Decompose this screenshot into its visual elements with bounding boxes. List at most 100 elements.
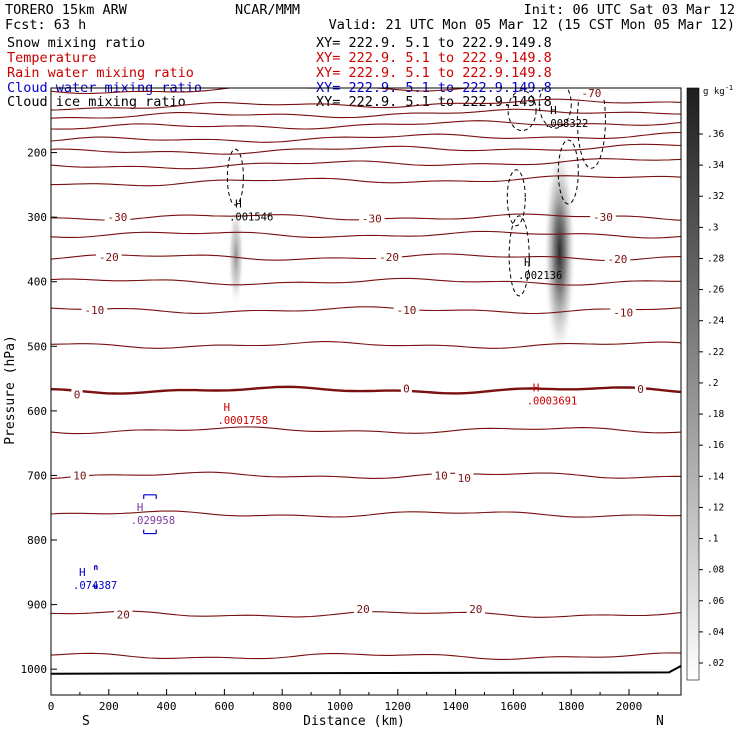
- colorbar-tick-label: .04: [707, 627, 724, 638]
- contour-label-bg: [634, 382, 647, 395]
- maximum-value: .074387: [73, 580, 117, 592]
- temperature-contour: [51, 143, 681, 155]
- legend-temperature-xy: XY= 222.9. 5.1 to 222.9.149.8: [316, 50, 552, 66]
- maximum-label: H: [79, 566, 86, 579]
- snow-plume-2: [543, 152, 576, 373]
- legend-snow-xy: XY= 222.9. 5.1 to 222.9.149.8: [316, 35, 552, 51]
- x-tick-label: 1600: [500, 700, 527, 713]
- y-tick-label: 900: [27, 599, 47, 612]
- colorbar-tick-label: .3: [707, 222, 718, 233]
- cloud-water-contour: [143, 494, 157, 535]
- maximum-label: H: [550, 104, 557, 117]
- x-tick-label: 0: [48, 700, 55, 713]
- legend-temperature: Temperature: [7, 50, 96, 66]
- temperature-contour: [51, 175, 681, 187]
- contour-label-bg: [95, 251, 122, 264]
- colorbar-tick-label: .32: [707, 191, 724, 202]
- cloud-ice-contour: [576, 88, 606, 169]
- maximum-value: .008322: [544, 118, 588, 130]
- temperature-contour: [51, 471, 681, 480]
- y-axis-title: Pressure (hPa): [3, 335, 18, 445]
- x-tick-label: 1400: [442, 700, 469, 713]
- colorbar: [686, 87, 700, 681]
- temperature-contour: [51, 385, 681, 395]
- contour-label-bg: [431, 469, 451, 482]
- contour-label-bg: [353, 603, 373, 616]
- temperature-contour: [51, 88, 478, 95]
- colorbar-tick-label: .26: [707, 285, 724, 296]
- colorbar-tick-label: .34: [707, 160, 724, 171]
- temperature-contour: [51, 306, 681, 315]
- contour-label-bg: [81, 304, 108, 317]
- contour-label-bg: [104, 211, 131, 224]
- temperature-contour: [51, 131, 681, 143]
- contour-label-bg: [70, 469, 90, 482]
- y-tick-label: 700: [27, 469, 47, 482]
- contour-label-bg: [590, 211, 616, 224]
- maximum-value: .0001758: [218, 415, 269, 427]
- contour-label: -20: [379, 251, 399, 264]
- contour-label: -70: [581, 87, 601, 100]
- colorbar-tick-label: .1: [707, 534, 719, 545]
- colorbar-tick-label: .24: [707, 316, 724, 327]
- temperature-contour: [51, 341, 681, 349]
- surface-line: [51, 665, 681, 675]
- contour-label: 20: [469, 603, 482, 616]
- init-time: Init: 06 UTC Sat 03 Mar 12: [524, 2, 735, 18]
- temperature-contour: [51, 98, 681, 111]
- contour-label: -10: [613, 307, 633, 320]
- colorbar-tick-label: .2: [707, 378, 718, 389]
- x-tick-label: 1800: [558, 700, 585, 713]
- temperature-contour: [51, 108, 681, 119]
- legend-rain: Rain water mixing ratio: [7, 65, 194, 81]
- contour-label: 20: [117, 608, 130, 621]
- colorbar-tick-label: .18: [707, 409, 724, 420]
- forecast-hour: Fcst: 63 h: [5, 17, 86, 33]
- temperature-contour: [51, 510, 681, 518]
- contour-label-bg: [71, 388, 83, 401]
- maximum-label: H: [533, 382, 540, 395]
- contour-label: 10: [73, 469, 86, 482]
- contour-label: -10: [84, 304, 104, 317]
- temperature-contour: [51, 277, 681, 286]
- y-tick-label: 300: [27, 211, 47, 224]
- temperature-contour: [51, 652, 681, 660]
- maximum-value: .0003691: [527, 396, 578, 408]
- contour-label: 10: [435, 469, 448, 482]
- contour-label-bg: [393, 304, 420, 317]
- x-tick-label: 800: [272, 700, 292, 713]
- contour-label-bg: [466, 603, 486, 616]
- contour-label-bg: [610, 306, 637, 319]
- contour-label-bg: [376, 251, 402, 264]
- maximum-value: .002136: [518, 270, 562, 282]
- contour-label: -20: [99, 251, 119, 264]
- colorbar-tick-label: .36: [707, 129, 724, 140]
- valid-time: Valid: 21 UTC Mon 05 Mar 12 (15 CST Mon …: [329, 17, 735, 33]
- contour-label-bg: [455, 472, 474, 485]
- legend-rain-xy: XY= 222.9. 5.1 to 222.9.149.8: [316, 65, 552, 81]
- y-tick-label: 600: [27, 405, 47, 418]
- contour-label: -10: [397, 304, 417, 317]
- contour-label: -30: [362, 212, 382, 225]
- contour-label-bg: [604, 253, 631, 266]
- cloud-water-contour: [93, 565, 98, 590]
- contour-label: 0: [403, 382, 410, 395]
- maximum-label: H: [524, 256, 531, 269]
- x-tick-label: 1000: [327, 700, 354, 713]
- colorbar-tick-label: .22: [707, 347, 724, 358]
- y-tick-label: 500: [27, 340, 47, 353]
- y-tick-label: 400: [27, 276, 47, 289]
- snow-plume-1: [227, 204, 244, 308]
- temperature-contour: [51, 426, 681, 435]
- cloud-ice-contour: [557, 139, 579, 205]
- x-tick-label: 2000: [616, 700, 643, 713]
- contour-label: -30: [593, 211, 613, 224]
- colorbar-tick-label: .16: [707, 440, 724, 451]
- legend-cloud-ice: Cloud ice mixing ratio: [7, 94, 186, 110]
- maximum-value: .029958: [131, 515, 175, 527]
- cloud-ice-contour: [226, 148, 244, 206]
- end-label-north: N: [656, 714, 664, 729]
- maximum-label: H: [137, 501, 144, 514]
- maximum-value: .001546: [229, 212, 273, 224]
